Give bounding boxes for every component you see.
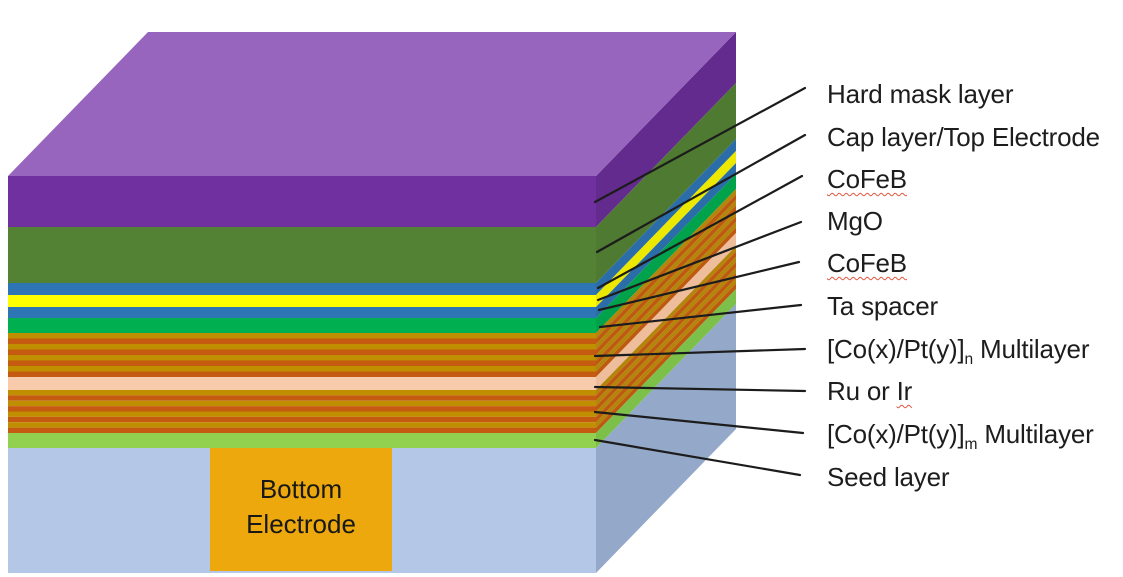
layer-side-ru-or-ir bbox=[596, 233, 736, 390]
layer-label-10: Seed layer bbox=[827, 462, 950, 493]
layer-side-stripe-co-x-pt-y-n-multilayer bbox=[596, 189, 736, 339]
layer-front-hard-mask-layer bbox=[8, 176, 596, 227]
leader-line-9 bbox=[593, 410, 805, 435]
bottom-electrode-label: Bottom Electrode bbox=[246, 474, 356, 539]
layer-side-hard-mask-layer bbox=[596, 32, 736, 227]
layer-front-stripe-co-x-pt-y-n-multilayer bbox=[8, 338, 596, 344]
leader-line-6 bbox=[598, 303, 803, 329]
layer-side-stripe-co-x-pt-y-m-multilayer bbox=[596, 251, 736, 401]
layer-side-stripe-co-x-pt-y-m-multilayer bbox=[596, 262, 736, 412]
layer-front-cofeb-upper bbox=[8, 283, 596, 295]
layer-front-mgo bbox=[8, 295, 596, 307]
layer-side-stripe-co-x-pt-y-n-multilayer bbox=[596, 205, 736, 355]
leader-line-10 bbox=[593, 438, 802, 477]
layer-label-text: MgO bbox=[827, 206, 883, 237]
layer-side-stripe-co-x-pt-y-n-multilayer bbox=[596, 216, 736, 366]
layer-front-ta-spacer bbox=[8, 318, 596, 333]
layer-front-stripe-co-x-pt-y-m-multilayer bbox=[8, 416, 596, 423]
leader-line-7 bbox=[593, 347, 807, 358]
bottom-electrode bbox=[210, 448, 392, 571]
layer-label-1: Hard mask layer bbox=[827, 79, 1014, 110]
layer-side-cofeb-lower bbox=[596, 163, 736, 318]
leader-line-3 bbox=[596, 174, 804, 290]
layer-front-stripe-co-x-pt-y-n-multilayer bbox=[8, 371, 596, 377]
layer-side-mgo bbox=[596, 151, 736, 307]
layer-side-stripe-co-x-pt-y-m-multilayer bbox=[596, 272, 736, 423]
layer-side-stripe-co-x-pt-y-m-multilayer bbox=[596, 256, 736, 407]
layer-label-text-misspelled: Ir bbox=[896, 376, 913, 407]
layer-label-text: Ta spacer bbox=[827, 291, 938, 322]
layer-front-cap-layer-top-electrode bbox=[8, 227, 596, 283]
layer-label-5: CoFeB bbox=[827, 248, 907, 279]
layer-side-cofeb-upper bbox=[596, 139, 736, 295]
layer-front-cofeb-lower bbox=[8, 307, 596, 318]
layer-front-stripe-co-x-pt-y-n-multilayer bbox=[8, 333, 596, 339]
layer-side-ta-spacer bbox=[596, 174, 736, 333]
layer-front-stripe-co-x-pt-y-m-multilayer bbox=[8, 427, 596, 433]
layer-side-substrate bbox=[596, 304, 736, 573]
layer-front-stripe-co-x-pt-y-n-multilayer bbox=[8, 360, 596, 366]
layer-label-4: MgO bbox=[827, 206, 883, 237]
layer-side-stripe-co-x-pt-y-m-multilayer bbox=[596, 283, 736, 433]
layer-label-8: Ru or Ir bbox=[827, 376, 913, 407]
layer-label-text: Multilayer bbox=[973, 334, 1090, 365]
leader-line-4 bbox=[596, 220, 803, 302]
layer-label-text: [Co(x)/Pt(y)] bbox=[827, 419, 965, 450]
layer-label-text: [Co(x)/Pt(y)] bbox=[827, 334, 965, 365]
layer-front-seed-layer bbox=[8, 433, 596, 448]
layer-label-subscript: m bbox=[964, 436, 978, 454]
layer-label-subscript: n bbox=[964, 351, 974, 369]
layer-label-7: [Co(x)/Pt(y)]n Multilayer bbox=[827, 334, 1090, 369]
layer-front-stripe-co-x-pt-y-m-multilayer bbox=[8, 411, 596, 417]
layer-front-stripe-co-x-pt-y-n-multilayer bbox=[8, 355, 596, 361]
layer-front-stripe-co-x-pt-y-m-multilayer bbox=[8, 395, 596, 401]
layer-label-text: CoFeB bbox=[827, 164, 907, 195]
leader-line-2 bbox=[595, 133, 807, 254]
stack-top-face bbox=[8, 32, 736, 176]
layer-label-text: Seed layer bbox=[827, 462, 950, 493]
layer-front-stripe-co-x-pt-y-m-multilayer bbox=[8, 390, 596, 396]
layer-front-stripe-co-x-pt-y-m-multilayer bbox=[8, 406, 596, 412]
layer-label-text: CoFeB bbox=[827, 248, 907, 279]
layer-label-text: Hard mask layer bbox=[827, 79, 1014, 110]
layer-side-stripe-co-x-pt-y-n-multilayer bbox=[596, 227, 736, 377]
layer-front-stripe-co-x-pt-y-m-multilayer bbox=[8, 422, 596, 428]
layer-label-2: Cap layer/Top Electrode bbox=[827, 122, 1100, 153]
layer-label-6: Ta spacer bbox=[827, 291, 938, 322]
layer-label-3: CoFeB bbox=[827, 164, 907, 195]
leader-line-8 bbox=[593, 385, 807, 393]
layer-front-stripe-co-x-pt-y-n-multilayer bbox=[8, 344, 596, 350]
layer-label-9: [Co(x)/Pt(y)]m Multilayer bbox=[827, 419, 1094, 454]
layer-label-text: Multilayer bbox=[977, 419, 1094, 450]
layer-front-stripe-co-x-pt-y-m-multilayer bbox=[8, 400, 596, 407]
layer-side-seed-layer bbox=[596, 289, 736, 448]
layer-front-stripe-co-x-pt-y-n-multilayer bbox=[8, 366, 596, 372]
leader-line-1 bbox=[593, 86, 807, 204]
leader-line-5 bbox=[597, 260, 801, 312]
layer-side-stripe-co-x-pt-y-m-multilayer bbox=[596, 267, 736, 417]
layer-front-ru-or-ir bbox=[8, 377, 596, 390]
layer-label-text: Cap layer/Top Electrode bbox=[827, 122, 1100, 153]
layer-label-text: Ru or bbox=[827, 376, 897, 407]
layer-front-stripe-co-x-pt-y-n-multilayer bbox=[8, 349, 596, 355]
